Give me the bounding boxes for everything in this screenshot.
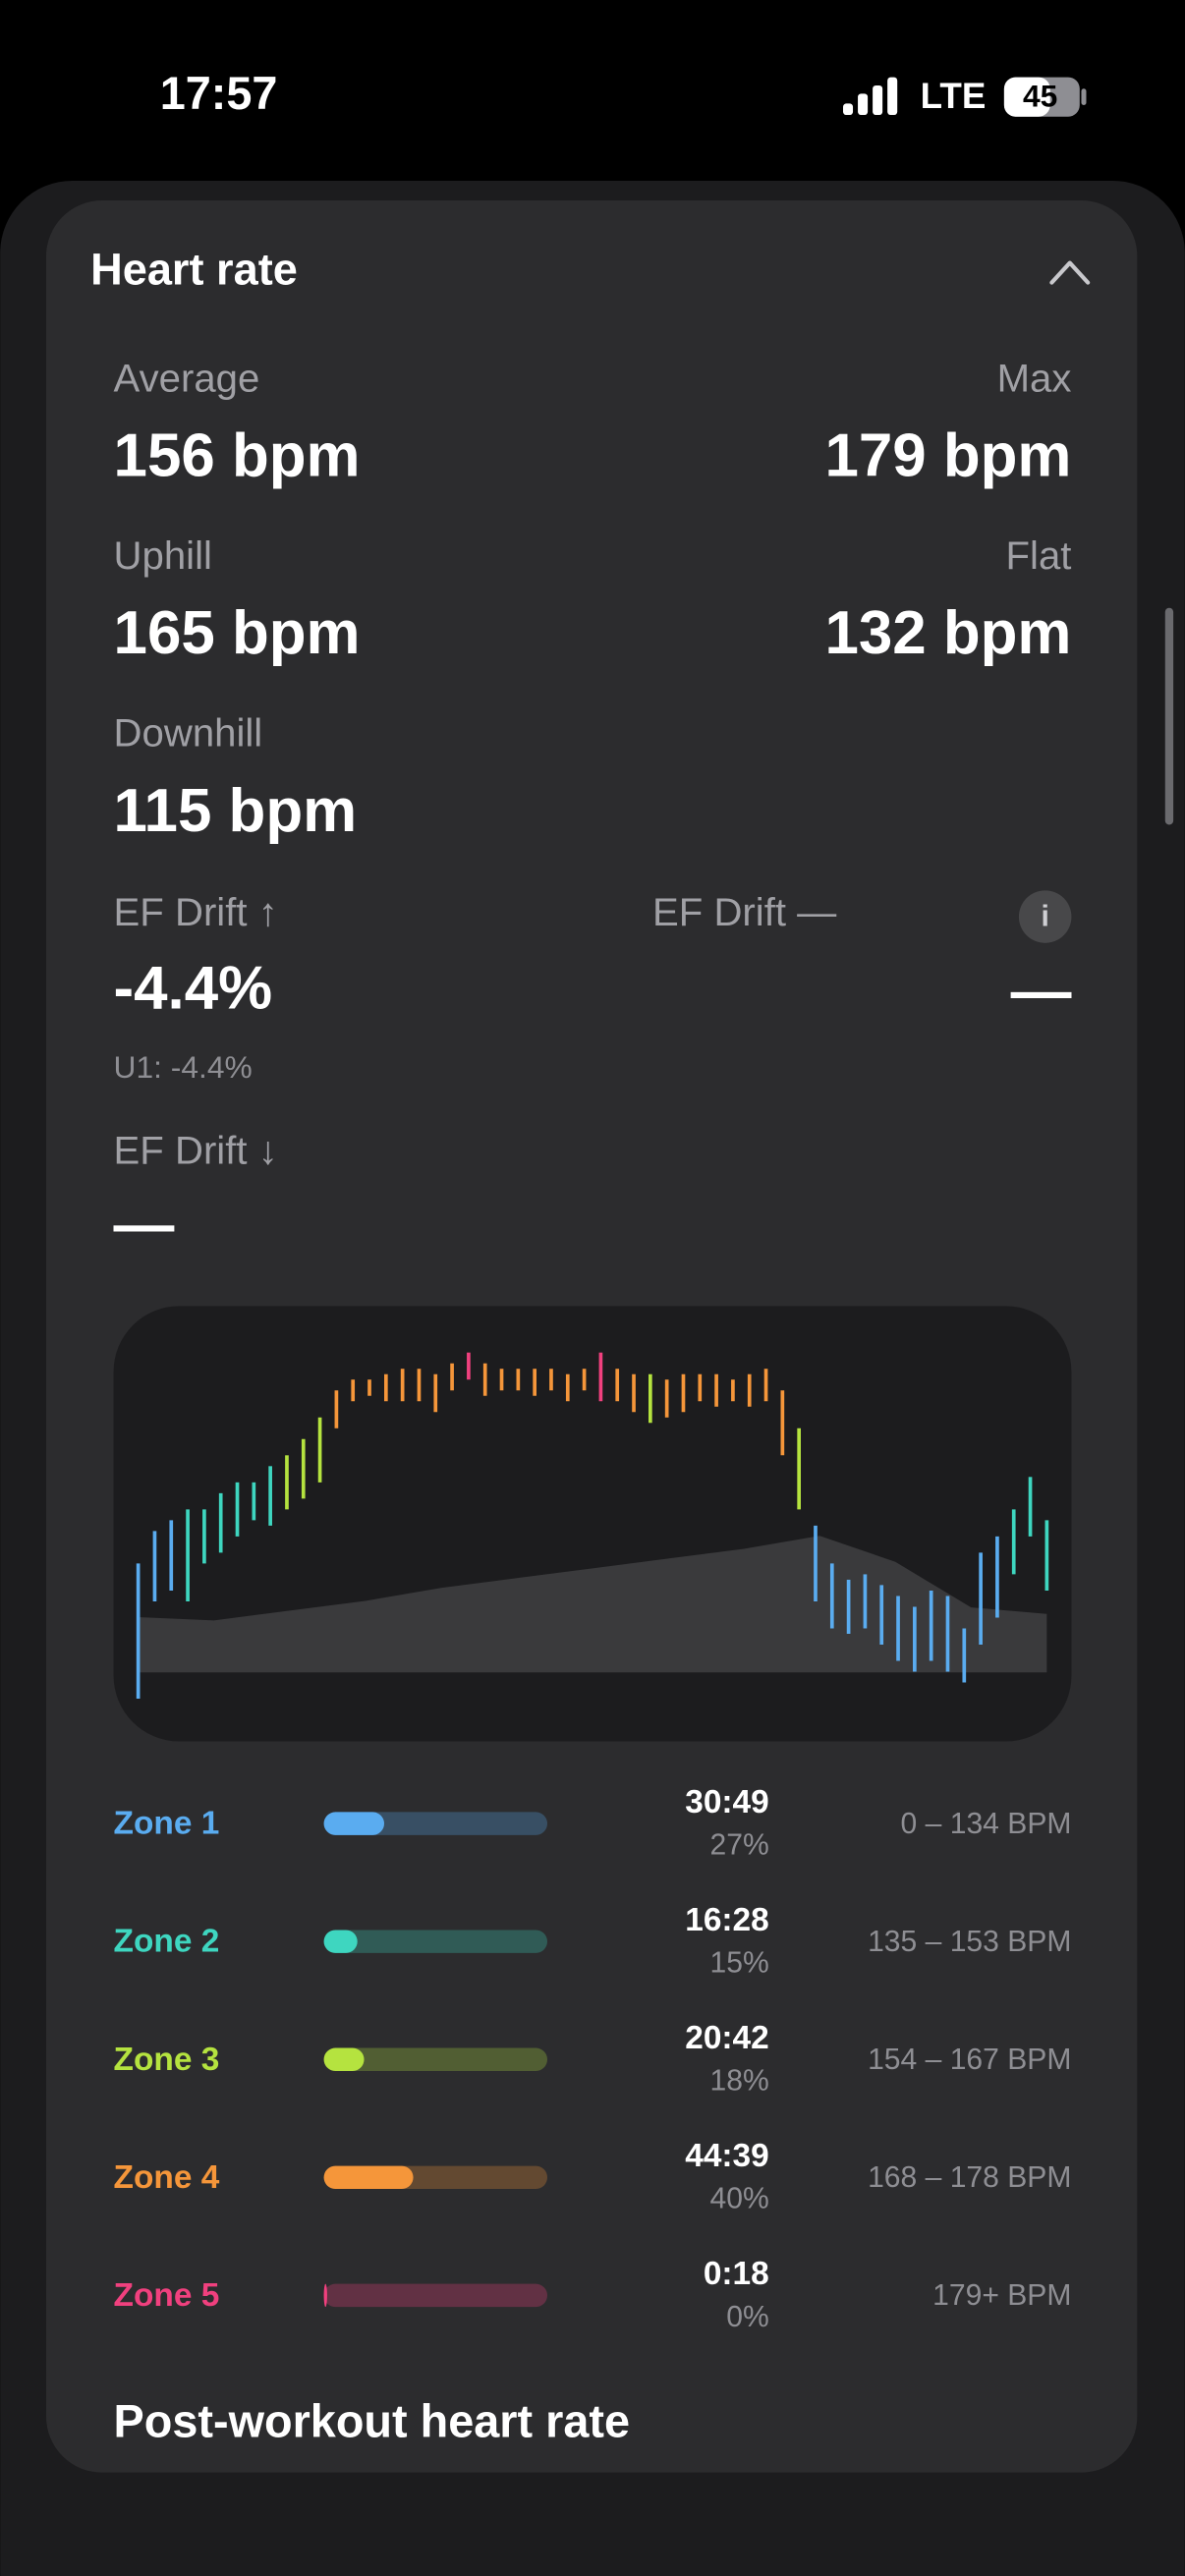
ef-label: EF Drift ↓ [114, 1128, 278, 1172]
battery-level [1003, 77, 1050, 117]
network-label: LTE [921, 76, 987, 116]
stat-label: Max [997, 357, 1072, 401]
stat-value: 179 bpm [824, 422, 1071, 490]
ef-note: U1: -4.4% [114, 1049, 253, 1085]
zone-fill [323, 1812, 384, 1835]
zone-time: 44:39 [685, 2138, 769, 2174]
zone-fill [323, 1930, 358, 1953]
stat-label: Downhill [114, 711, 263, 756]
zone-percent: 40% [710, 2183, 769, 2215]
card-title: Heart rate [90, 245, 298, 295]
ef-value: -4.4% [114, 954, 273, 1022]
zone-track [323, 2283, 548, 2308]
ef-value: — [114, 1191, 175, 1259]
scrollbar [1164, 607, 1174, 825]
ef-value: — [1011, 958, 1072, 1026]
chart [136, 1352, 1049, 1700]
zone-range: 168 – 178 BPM [868, 2161, 1071, 2194]
zone-list: Zone 1 30:49 27% 0 – 134 BPM Zone 2 16:28 15% 1… [114, 1784, 1072, 2333]
zone-time: 0:18 [704, 2256, 769, 2292]
stat-value: 132 bpm [824, 599, 1071, 667]
zone-name: Zone 4 [114, 2159, 220, 2196]
collapse-chevron[interactable] [1049, 260, 1091, 285]
status-time: 17:57 [160, 68, 278, 119]
zone-fill [323, 2165, 414, 2190]
stat-value: 115 bpm [114, 777, 358, 845]
ef-label: EF Drift ↑ [114, 890, 278, 934]
info-icon: i [1042, 901, 1049, 933]
zone-name: Zone 3 [114, 2042, 220, 2078]
zone-track [323, 2047, 548, 2071]
zone-percent: 15% [710, 1947, 769, 1980]
stat-value: 165 bpm [114, 599, 361, 667]
signal-icon [843, 77, 898, 116]
elevation-area [138, 1536, 1047, 1673]
zone-percent: 18% [710, 2065, 769, 2098]
zone-time: 30:49 [685, 1784, 769, 1820]
zone-name: Zone 1 [114, 1806, 220, 1842]
zone-fill [323, 2283, 327, 2308]
zone-range: 154 – 167 BPM [868, 2044, 1071, 2076]
zone-percent: 0% [726, 2301, 768, 2333]
battery-label: 45 [1023, 79, 1057, 114]
section-title: Post-workout heart rate [114, 2396, 630, 2447]
stat-label: Average [114, 357, 260, 401]
info-button[interactable] [1018, 890, 1072, 943]
chart-panel [113, 1306, 1072, 1742]
zone-percent: 27% [710, 1828, 769, 1861]
zone-fill [323, 2047, 365, 2071]
zone-range: 179+ BPM [932, 2279, 1071, 2312]
zone-name: Zone 5 [114, 2277, 220, 2314]
ef-label: EF Drift — [652, 890, 837, 934]
zone-name: Zone 2 [114, 1924, 220, 1960]
zone-time: 16:28 [685, 1902, 769, 1938]
zone-range: 0 – 134 BPM [901, 1808, 1072, 1840]
stat-label: Uphill [114, 533, 212, 578]
zone-time: 20:42 [685, 2020, 769, 2056]
zone-range: 135 – 153 BPM [868, 1926, 1071, 1958]
stat-value: 156 bpm [114, 422, 361, 490]
stat-label: Flat [1006, 533, 1072, 578]
zone-track [323, 1930, 548, 1953]
battery-tip [1081, 88, 1087, 106]
